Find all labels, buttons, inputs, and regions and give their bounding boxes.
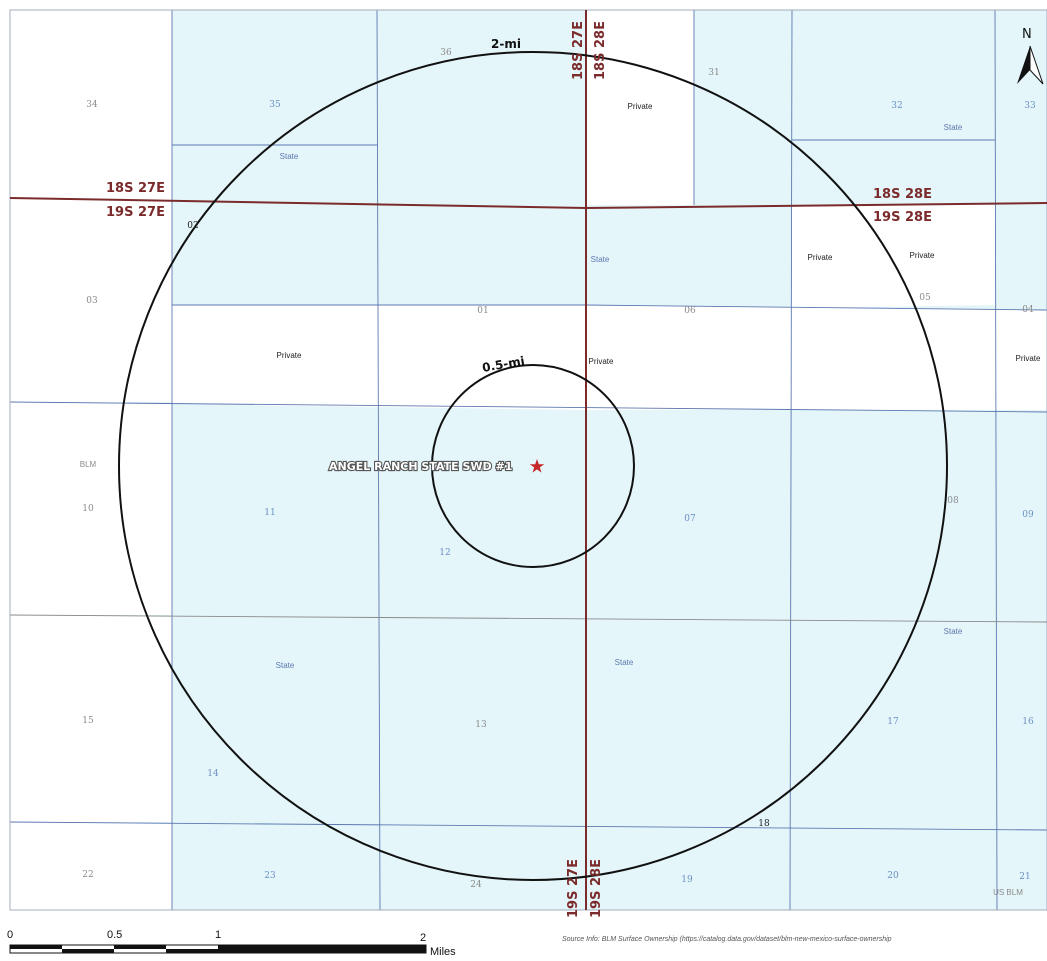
section-number: 24 bbox=[470, 880, 482, 890]
scale-tick-label: 2 bbox=[420, 932, 426, 944]
township-label: 19S 28E bbox=[873, 210, 932, 225]
township-label: 18S 27E bbox=[571, 21, 586, 80]
well-label: ANGEL RANCH STATE SWD #1 bbox=[329, 460, 512, 473]
ownership-fill-layer bbox=[10, 10, 1047, 910]
section-number: 20 bbox=[887, 871, 899, 881]
section-number: 10 bbox=[82, 504, 94, 514]
section-number: 23 bbox=[264, 871, 276, 881]
section-number: 02 bbox=[187, 221, 198, 231]
section-number: 09 bbox=[1022, 510, 1034, 520]
private-area bbox=[586, 10, 694, 205]
section-number: 35 bbox=[269, 100, 281, 110]
section-number: 22 bbox=[82, 870, 93, 880]
ownership-labels: Private State State State Private Privat… bbox=[80, 102, 1041, 897]
ring-2mi-label: 2-mi bbox=[491, 37, 521, 51]
ownership-label: State bbox=[276, 661, 295, 670]
section-number: 01 bbox=[477, 306, 488, 316]
township-label: 18S 28E bbox=[593, 21, 608, 80]
private-area bbox=[792, 205, 995, 308]
ownership-label: BLM bbox=[80, 460, 97, 469]
blm-area bbox=[10, 822, 172, 910]
section-number: 14 bbox=[207, 769, 219, 779]
section-number: 36 bbox=[440, 48, 452, 58]
section-number: 15 bbox=[82, 716, 94, 726]
township-label: 19S 27E bbox=[566, 859, 581, 918]
private-area bbox=[586, 305, 1047, 410]
section-number: 08 bbox=[947, 496, 959, 506]
section-number: 34 bbox=[86, 100, 98, 110]
blm-area bbox=[10, 402, 172, 615]
section-number: 32 bbox=[891, 101, 902, 111]
section-number: 07 bbox=[684, 514, 696, 524]
well-star-icon bbox=[529, 459, 545, 473]
north-label: N bbox=[1022, 27, 1032, 42]
section-number: 21 bbox=[1019, 872, 1030, 882]
private-area bbox=[10, 10, 172, 198]
section-number: 19 bbox=[681, 875, 693, 885]
township-labels: 18S 27E 19S 27E 18S 28E 19S 28E 18S 27E … bbox=[106, 21, 932, 918]
section-number: 17 bbox=[887, 717, 899, 727]
section-number: 04 bbox=[1022, 305, 1034, 315]
blm-area bbox=[10, 615, 172, 822]
ownership-label: Private bbox=[277, 351, 302, 360]
section-number: 05 bbox=[919, 293, 931, 303]
ring-2mi bbox=[118, 51, 948, 881]
scale-unit-label: Miles bbox=[430, 946, 456, 958]
township-label: 19S 27E bbox=[106, 205, 165, 220]
section-grid bbox=[9, 9, 1047, 911]
ownership-label: Private bbox=[1016, 354, 1041, 363]
north-arrow-icon: N bbox=[1017, 27, 1044, 85]
ring-half-mi bbox=[431, 364, 635, 568]
scale-bar: 0 0.5 1 2 Miles bbox=[7, 929, 456, 958]
township-label: 18S 27E bbox=[106, 181, 165, 196]
section-number: 11 bbox=[264, 508, 275, 518]
ownership-label: US BLM bbox=[993, 888, 1023, 897]
ownership-label: State bbox=[615, 658, 634, 667]
ownership-label: State bbox=[944, 627, 963, 636]
section-number: 06 bbox=[684, 306, 696, 316]
ownership-label: Private bbox=[910, 251, 935, 260]
private-area bbox=[172, 305, 586, 410]
ownership-label: Private bbox=[589, 357, 614, 366]
section-number: 31 bbox=[708, 68, 719, 78]
private-area bbox=[10, 198, 172, 402]
ownership-label: Private bbox=[628, 102, 653, 111]
section-number: 16 bbox=[1022, 717, 1034, 727]
section-number: 18 bbox=[758, 819, 770, 829]
section-number: 33 bbox=[1024, 101, 1036, 111]
ownership-label: Private bbox=[808, 253, 833, 262]
scale-tick-label: 1 bbox=[215, 929, 221, 941]
section-labels: 34 35 36 31 32 33 02 03 01 06 05 04 10 1… bbox=[82, 48, 1036, 890]
section-number: 12 bbox=[439, 548, 450, 558]
scale-tick-label: 0.5 bbox=[107, 929, 122, 941]
source-credit: Source Info: BLM Surface Ownership (http… bbox=[562, 936, 892, 943]
section-number: 03 bbox=[86, 296, 98, 306]
ownership-label: State bbox=[280, 152, 299, 161]
township-lines bbox=[9, 10, 1047, 910]
township-label: 19S 28E bbox=[589, 859, 604, 918]
map-background bbox=[10, 10, 1047, 910]
scale-tick-label: 0 bbox=[7, 929, 13, 941]
section-number: 13 bbox=[475, 720, 487, 730]
ownership-label: State bbox=[944, 123, 963, 132]
township-label: 18S 28E bbox=[873, 187, 932, 202]
ownership-label: State bbox=[591, 255, 610, 264]
